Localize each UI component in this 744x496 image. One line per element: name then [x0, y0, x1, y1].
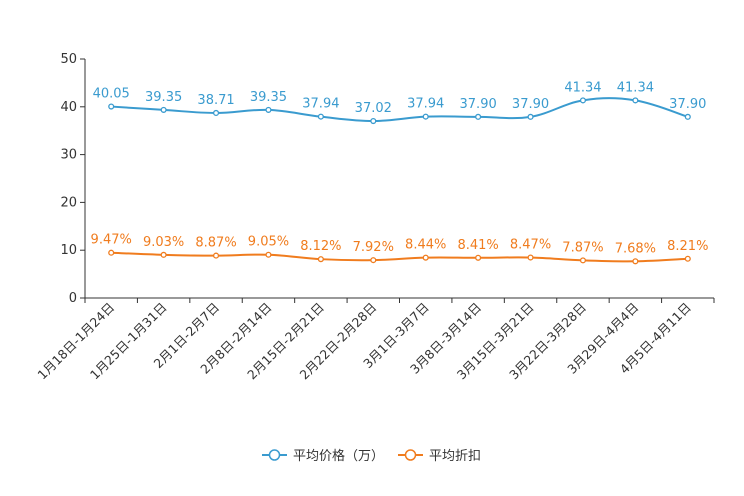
data-label: 39.35 [145, 90, 182, 105]
y-tick-label: 0 [69, 291, 77, 306]
data-label: 7.92% [353, 240, 394, 255]
data-point [579, 257, 587, 264]
data-point [422, 113, 429, 120]
data-label: 38.71 [197, 93, 234, 108]
data-label: 8.41% [457, 238, 498, 253]
data-label: 37.94 [407, 97, 444, 112]
data-label: 8.44% [405, 238, 446, 253]
series-line [111, 97, 689, 123]
data-point [370, 117, 377, 125]
y-tick-label: 30 [60, 148, 77, 163]
data-point [527, 254, 534, 261]
data-label: 37.94 [302, 97, 339, 112]
data-point [579, 97, 587, 104]
data-point [684, 113, 691, 120]
data-label: 8.12% [300, 239, 341, 254]
data-label: 9.47% [91, 233, 132, 248]
legend-label: 平均折扣 [429, 449, 481, 464]
data-label: 9.03% [143, 235, 184, 250]
data-label: 37.02 [355, 101, 392, 116]
data-point [160, 106, 167, 113]
data-label: 40.05 [93, 87, 130, 102]
data-label: 41.34 [617, 80, 654, 95]
chart-series: 40.05 39.35 38.71 39.35 37.94 37.02 37.94 37.90… [91, 80, 708, 265]
data-label: 7.87% [562, 240, 603, 255]
y-tick-label: 10 [60, 243, 77, 258]
y-tick-label: 40 [60, 100, 77, 115]
data-label: 8.87% [195, 236, 236, 251]
data-label: 39.35 [250, 90, 287, 105]
series-1: 40.05 39.35 38.71 39.35 37.94 37.02 37.94 37.90… [93, 80, 706, 125]
chart-legend: 平均价格（万） 平均折扣 [262, 448, 481, 464]
data-point [265, 251, 272, 258]
data-point [475, 254, 482, 261]
legend-item-2: 平均折扣 [398, 449, 481, 464]
data-point [632, 97, 639, 104]
data-point [632, 258, 639, 265]
data-label: 37.90 [512, 97, 549, 112]
legend-item-1: 平均价格（万） [262, 448, 384, 464]
data-label: 8.47% [510, 238, 551, 253]
data-label: 41.34 [564, 80, 601, 95]
legend-marker [404, 449, 417, 461]
data-point [684, 255, 691, 262]
y-tick-label: 20 [60, 195, 77, 210]
data-point [265, 106, 272, 113]
data-point [370, 257, 377, 264]
data-point [212, 109, 220, 117]
data-point [212, 252, 220, 259]
data-point [160, 251, 167, 258]
series-line [111, 251, 688, 263]
series-2: 9.47% 9.03% 8.87% 9.05% 8.12% 7.92% 8.44% 8.41%… [91, 233, 708, 265]
data-label: 37.90 [669, 97, 706, 112]
data-point [108, 249, 115, 256]
data-point [317, 256, 324, 263]
data-point [527, 113, 534, 120]
data-label: 9.05% [248, 235, 289, 250]
data-point [475, 113, 482, 120]
data-label: 8.21% [667, 239, 708, 254]
y-tick-label: 50 [60, 52, 77, 67]
legend-marker [268, 449, 281, 461]
data-label: 37.90 [460, 97, 497, 112]
data-point [317, 113, 324, 120]
data-label: 7.68% [615, 241, 656, 256]
legend-label: 平均价格（万） [293, 448, 384, 464]
data-point [422, 254, 429, 261]
data-point [108, 103, 115, 110]
